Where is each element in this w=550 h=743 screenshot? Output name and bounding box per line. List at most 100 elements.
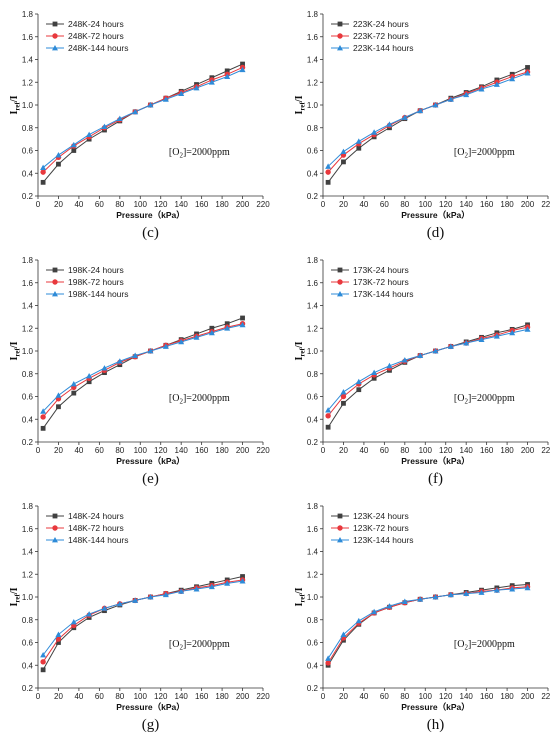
y-tick-label: 0.2 bbox=[307, 684, 319, 693]
x-axis-label: Pressure（kPa） bbox=[401, 210, 470, 220]
data-point bbox=[193, 586, 200, 592]
data-point bbox=[341, 400, 346, 406]
series-group bbox=[40, 577, 246, 665]
data-point bbox=[101, 605, 108, 611]
data-point bbox=[371, 375, 377, 381]
x-tick-label: 100 bbox=[134, 446, 148, 455]
data-point bbox=[401, 598, 408, 604]
data-point bbox=[525, 65, 530, 70]
subfigure-label: (d) bbox=[427, 225, 445, 241]
data-point bbox=[40, 179, 46, 185]
data-point bbox=[70, 619, 77, 625]
data-point bbox=[355, 378, 362, 385]
x-tick-label: 60 bbox=[95, 200, 104, 209]
y-tick-label: 1.8 bbox=[307, 256, 319, 265]
legend-marker bbox=[337, 33, 343, 39]
legend-label: 198K-24 hours bbox=[68, 265, 124, 275]
series-group bbox=[40, 321, 246, 420]
x-tick-label: 20 bbox=[339, 692, 348, 701]
x-tick-label: 220 bbox=[256, 200, 270, 209]
data-point bbox=[340, 631, 347, 637]
y-axis-label-sub: ref bbox=[14, 102, 22, 111]
annotation-suffix: ]=2000ppm bbox=[183, 147, 230, 158]
data-point bbox=[132, 108, 139, 115]
data-point bbox=[386, 362, 393, 369]
x-tick-label: 80 bbox=[115, 692, 124, 701]
legend-label: 248K-144 hours bbox=[68, 43, 129, 53]
data-point bbox=[86, 379, 92, 385]
series-line bbox=[327, 328, 528, 411]
data-point bbox=[463, 590, 470, 596]
y-axis-label-tail: /I bbox=[9, 95, 20, 103]
legend-marker bbox=[52, 525, 58, 531]
x-tick-label: 20 bbox=[54, 200, 63, 209]
y-tick-label: 1.6 bbox=[22, 279, 34, 288]
legend-marker bbox=[52, 267, 58, 273]
subfigure-label: (h) bbox=[427, 717, 445, 733]
legend-marker bbox=[337, 45, 343, 51]
data-point bbox=[147, 102, 154, 108]
data-point bbox=[325, 660, 331, 666]
data-point bbox=[478, 589, 485, 595]
y-axis-label-tail: /I bbox=[294, 587, 305, 595]
x-tick-label: 40 bbox=[359, 200, 368, 209]
chart-svg: 0 20 40 60 80 100 120 140 160 180 200 220 0.2 0.4 0.6 0… bbox=[294, 502, 550, 733]
data-point bbox=[193, 334, 200, 340]
chart-panel: 0 20 40 60 80 100 120 140 160 180 200 220 0.2 0.4 0.6 0… bbox=[5, 494, 275, 734]
data-point bbox=[355, 138, 362, 144]
annotation-sub: 2 bbox=[179, 644, 183, 652]
data-point bbox=[524, 584, 531, 591]
y-tick-label: 0.4 bbox=[22, 415, 34, 424]
legend-marker bbox=[52, 45, 58, 51]
y-tick-label: 1.4 bbox=[307, 56, 319, 65]
y-tick-label: 1.8 bbox=[22, 502, 34, 511]
x-tick-label: 220 bbox=[541, 200, 550, 209]
y-tick-label: 0.2 bbox=[307, 438, 319, 447]
y-tick-label: 0.8 bbox=[307, 616, 319, 625]
x-tick-label: 180 bbox=[215, 446, 229, 455]
series-group bbox=[325, 70, 531, 169]
data-point bbox=[341, 159, 346, 165]
y-tick-label: 1.0 bbox=[22, 347, 34, 356]
x-axis-label: Pressure（kPa） bbox=[401, 456, 470, 466]
x-tick-label: 80 bbox=[400, 692, 409, 701]
data-point bbox=[40, 408, 47, 414]
legend: 123K-24 hours 123K-72 hours 123K-144 hours bbox=[331, 511, 414, 545]
x-tick-label: 180 bbox=[500, 200, 514, 209]
x-tick-label: 180 bbox=[215, 692, 229, 701]
data-point bbox=[509, 75, 516, 82]
annotation-prefix: [O bbox=[454, 393, 465, 404]
legend: 248K-24 hours 248K-72 hours 248K-144 hours bbox=[46, 19, 129, 53]
y-tick-label: 1.2 bbox=[307, 570, 319, 579]
x-tick-label: 180 bbox=[500, 446, 514, 455]
legend: 198K-24 hours 198K-72 hours 198K-144 hours bbox=[46, 265, 129, 299]
data-point bbox=[493, 587, 500, 593]
data-point bbox=[325, 407, 332, 413]
y-axis-label-main: I bbox=[9, 357, 20, 361]
y-axis-label: Iref/I bbox=[9, 341, 22, 360]
legend-marker bbox=[337, 513, 343, 519]
data-point bbox=[56, 161, 61, 167]
y-tick-label: 0.6 bbox=[307, 393, 319, 402]
x-tick-label: 200 bbox=[521, 200, 535, 209]
y-tick-label: 0.8 bbox=[307, 370, 319, 379]
legend-marker bbox=[337, 267, 343, 273]
data-point bbox=[240, 574, 245, 579]
x-tick-label: 140 bbox=[460, 200, 474, 209]
data-point bbox=[463, 91, 470, 98]
y-axis-label-main: I bbox=[294, 603, 305, 607]
legend-label: 248K-72 hours bbox=[68, 31, 124, 41]
y-tick-label: 1.4 bbox=[307, 302, 319, 311]
annotation-sub: 2 bbox=[464, 152, 468, 160]
y-tick-label: 1.2 bbox=[307, 78, 319, 87]
x-tick-label: 60 bbox=[380, 692, 389, 701]
annotation-suffix: ]=2000ppm bbox=[468, 393, 515, 404]
y-tick-label: 0.4 bbox=[22, 661, 34, 670]
annotation-suffix: ]=2000ppm bbox=[183, 639, 230, 650]
x-tick-label: 180 bbox=[215, 200, 229, 209]
x-axis-label: Pressure（kPa） bbox=[116, 456, 185, 466]
data-point bbox=[178, 338, 185, 345]
x-tick-label: 20 bbox=[339, 200, 348, 209]
y-axis-label-main: I bbox=[294, 357, 305, 361]
data-point bbox=[447, 96, 454, 102]
